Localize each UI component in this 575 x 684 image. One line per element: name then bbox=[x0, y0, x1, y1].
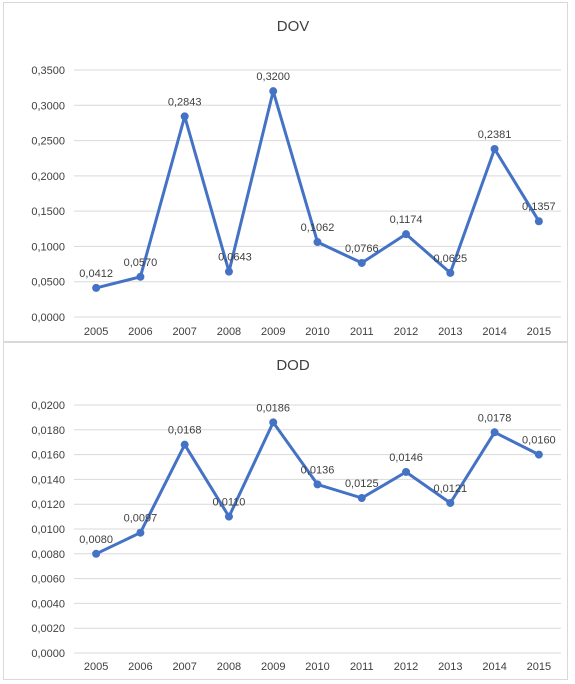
data-point bbox=[402, 230, 411, 239]
y-tick-label: 0,3000 bbox=[31, 100, 65, 112]
data-label: 0,0570 bbox=[124, 257, 158, 269]
x-tick-label: 2014 bbox=[482, 326, 506, 338]
x-tick-label: 2008 bbox=[217, 661, 241, 673]
x-tick-label: 2007 bbox=[172, 661, 196, 673]
data-label: 0,0136 bbox=[301, 464, 335, 476]
y-tick-label: 0,0080 bbox=[31, 549, 65, 561]
x-tick-label: 2010 bbox=[305, 326, 329, 338]
data-label: 0,0110 bbox=[213, 497, 246, 509]
chart-title: DOV bbox=[277, 18, 310, 35]
chart-dod: DOD 0,0000 0,0020 0,0040 0,0060 0,0080 0,0100… bbox=[31, 357, 561, 673]
data-label: 0,0625 bbox=[433, 253, 467, 265]
x-tick-label: 2005 bbox=[84, 661, 108, 673]
data-label: 0,3200 bbox=[256, 71, 290, 83]
data-point bbox=[402, 467, 411, 476]
data-label: 0,0080 bbox=[79, 534, 113, 546]
data-point bbox=[180, 440, 189, 449]
data-point bbox=[224, 512, 233, 521]
x-tick-label: 2015 bbox=[527, 661, 551, 673]
x-tick-label: 2007 bbox=[172, 326, 196, 338]
data-point bbox=[490, 428, 499, 437]
x-tick-label: 2008 bbox=[217, 326, 241, 338]
data-point bbox=[269, 418, 278, 427]
data-label: 0,0412 bbox=[79, 268, 113, 280]
chart-title: DOD bbox=[276, 357, 310, 374]
y-tick-label: 0,0200 bbox=[31, 400, 65, 412]
data-label: 0,0097 bbox=[124, 513, 158, 525]
data-label: 0,0146 bbox=[389, 452, 423, 464]
y-tick-label: 0,0100 bbox=[31, 524, 65, 536]
data-point bbox=[136, 528, 145, 537]
data-label: 0,0121 bbox=[433, 483, 467, 495]
data-point bbox=[313, 238, 322, 247]
data-point bbox=[357, 258, 366, 267]
chart-panel-dod: DOD 0,0000 0,0020 0,0040 0,0060 0,0080 0,0100… bbox=[3, 342, 568, 680]
y-tick-label: 0,3500 bbox=[31, 65, 65, 77]
y-tick-label: 0,0020 bbox=[31, 623, 65, 635]
data-label: 0,0160 bbox=[522, 435, 556, 447]
chart-dov: DOV 0,0000 0,0500 0,1000 0,1500 0,2000 0,2500… bbox=[31, 18, 561, 338]
x-tick-label: 2015 bbox=[527, 326, 551, 338]
y-tick-label: 0,0120 bbox=[31, 499, 65, 511]
data-label: 0,0125 bbox=[345, 478, 379, 490]
y-tick-label: 0,0140 bbox=[31, 474, 65, 486]
data-point bbox=[269, 87, 278, 96]
data-point bbox=[224, 267, 233, 276]
x-tick-label: 2009 bbox=[261, 326, 285, 338]
data-label: 0,0178 bbox=[478, 412, 512, 424]
data-point bbox=[180, 112, 189, 121]
x-tick-label: 2013 bbox=[438, 661, 462, 673]
y-tick-label: 0,0000 bbox=[31, 648, 65, 660]
y-tick-label: 0,1000 bbox=[31, 241, 65, 253]
x-tick-label: 2012 bbox=[394, 326, 418, 338]
data-label: 0,1062 bbox=[301, 222, 335, 234]
data-point bbox=[92, 549, 101, 558]
data-point bbox=[534, 450, 543, 459]
x-tick-label: 2009 bbox=[261, 661, 285, 673]
data-point bbox=[534, 217, 543, 226]
chart-panel-dov: DOV 0,0000 0,0500 0,1000 0,1500 0,2000 0,2500… bbox=[3, 2, 568, 342]
data-point bbox=[136, 272, 145, 281]
y-tick-label: 0,0060 bbox=[31, 574, 65, 586]
x-tick-label: 2006 bbox=[128, 661, 152, 673]
y-tick-label: 0,2000 bbox=[31, 171, 65, 183]
x-tick-label: 2012 bbox=[394, 661, 418, 673]
data-point bbox=[357, 494, 366, 502]
data-point bbox=[92, 283, 101, 292]
x-tick-label: 2010 bbox=[305, 661, 329, 673]
data-label: 0,0186 bbox=[256, 402, 290, 414]
x-tick-label: 2013 bbox=[438, 326, 462, 338]
data-label: 0,0766 bbox=[345, 243, 379, 255]
data-label: 0,2381 bbox=[478, 129, 512, 141]
data-point bbox=[490, 144, 499, 153]
data-point bbox=[313, 480, 322, 489]
x-tick-label: 2014 bbox=[482, 661, 506, 673]
data-label: 0,1174 bbox=[390, 214, 423, 226]
y-tick-label: 0,1500 bbox=[31, 206, 65, 218]
y-tick-label: 0,0160 bbox=[31, 450, 65, 462]
data-point bbox=[446, 268, 455, 277]
y-tick-label: 0,2500 bbox=[31, 136, 65, 148]
y-tick-label: 0,0500 bbox=[31, 277, 65, 289]
y-tick-label: 0,0040 bbox=[31, 598, 65, 610]
y-tick-label: 0,0000 bbox=[31, 312, 65, 324]
x-tick-label: 2005 bbox=[84, 326, 108, 338]
series-line bbox=[95, 89, 541, 290]
x-tick-label: 2011 bbox=[350, 326, 374, 338]
data-point bbox=[446, 498, 455, 507]
x-tick-label: 2011 bbox=[350, 661, 374, 673]
data-label: 0,2843 bbox=[168, 96, 202, 108]
y-tick-label: 0,0180 bbox=[31, 425, 65, 437]
data-label: 0,1357 bbox=[522, 201, 556, 213]
data-label: 0,0168 bbox=[168, 425, 202, 437]
x-tick-label: 2006 bbox=[128, 326, 152, 338]
data-label: 0,0643 bbox=[218, 252, 252, 264]
